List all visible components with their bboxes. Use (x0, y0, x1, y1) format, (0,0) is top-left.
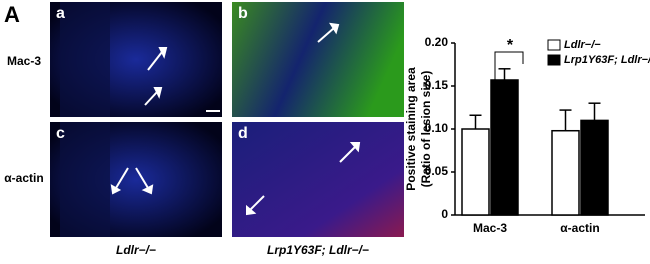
bar (551, 129, 580, 216)
x-tick-label: Mac-3 (473, 221, 507, 235)
row-label: Mac-3 (7, 54, 41, 68)
legend-label: Ldlr−/− (564, 39, 601, 51)
y-tick-label: 0.15 (425, 78, 449, 92)
tissue-band (60, 2, 110, 117)
legend-swatch (547, 39, 561, 51)
x-tick-label: α-actin (560, 221, 599, 235)
panel-letter: c (56, 125, 65, 142)
y-tick-label: 0 (441, 207, 448, 221)
bar (580, 119, 609, 216)
column-label: Ldlr−/− (116, 243, 156, 257)
micrograph (232, 2, 404, 117)
panel-letter: a (56, 5, 65, 22)
y-tick-label: 0.10 (425, 121, 449, 135)
legend-label: Lrp1Y63F; Ldlr−/− (564, 54, 650, 66)
tissue-band (60, 122, 110, 237)
arrows (110, 22, 361, 216)
column-label: Lrp1Y63F; Ldlr−/− (267, 243, 369, 257)
panel-letter: b (238, 5, 248, 22)
micrograph (232, 122, 404, 237)
panel-letter: d (238, 125, 248, 142)
significance: * (507, 37, 514, 54)
y-tick-label: 0.20 (425, 35, 449, 49)
bar (461, 128, 490, 216)
row-label: α-actin (4, 171, 43, 185)
legend-swatch (547, 54, 561, 66)
figure-label: A (4, 2, 20, 27)
y-axis-title: Positive staining area (404, 67, 418, 191)
y-axis-title: (Ratio of lesion size) (419, 71, 433, 188)
bar (490, 79, 519, 216)
significance-bracket (494, 51, 524, 80)
y-tick-label: 0.05 (425, 164, 449, 178)
